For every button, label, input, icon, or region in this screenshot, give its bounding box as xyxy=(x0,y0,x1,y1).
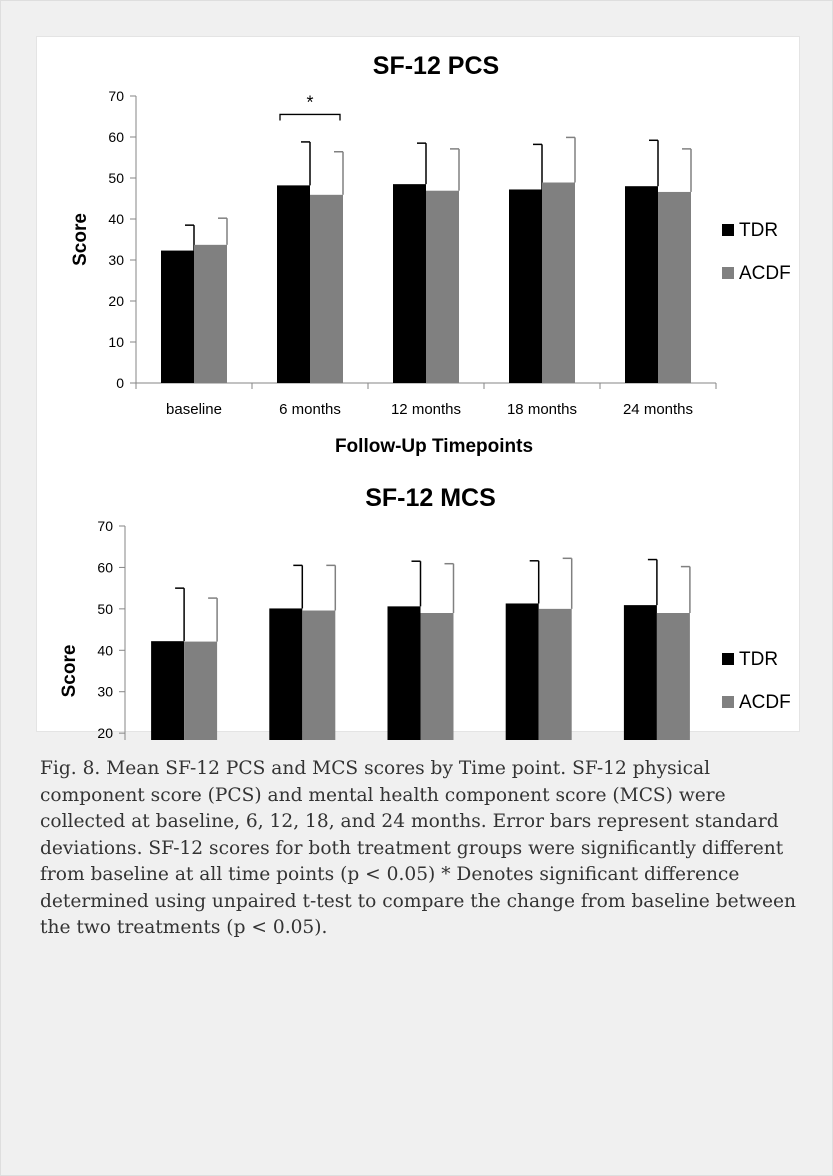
chart-title: SF-12 MCS xyxy=(365,484,496,512)
legend-swatch-tdr xyxy=(722,653,734,665)
bar-acdf xyxy=(538,608,572,740)
y-tick-label: 50 xyxy=(108,170,124,186)
bar-tdr xyxy=(623,605,657,740)
y-tick-label: 0 xyxy=(116,375,124,391)
bar-acdf xyxy=(302,610,336,740)
y-tick-label: 30 xyxy=(97,684,113,700)
legend-label-tdr: TDR xyxy=(739,649,778,670)
legend-label-acdf: ACDF xyxy=(739,692,791,713)
chart-title: SF-12 PCS xyxy=(373,52,499,80)
legend-swatch-acdf xyxy=(722,696,734,708)
y-tick-label: 60 xyxy=(108,129,124,145)
bar-tdr xyxy=(509,189,542,383)
bar-acdf xyxy=(658,191,691,383)
chart-1: SF-12 PCS 0 10 20 30 40 50 60 70 baseline 6 months… xyxy=(70,52,791,457)
y-tick-label: 70 xyxy=(97,518,113,534)
y-tick-label: 70 xyxy=(108,88,124,104)
x-tick-label: 18 months xyxy=(507,401,577,418)
chart-2: SF-12 MCS010203040506070baseline6 months… xyxy=(59,484,791,740)
y-tick-label: 30 xyxy=(108,252,124,268)
figure-caption: Fig. 8. Mean SF-12 PCS and MCS scores by… xyxy=(40,758,796,938)
bar-acdf xyxy=(426,190,459,383)
legend-label-tdr: TDR xyxy=(739,220,778,241)
x-axis-title: Follow-Up Timepoints xyxy=(335,436,533,457)
legend-swatch-tdr xyxy=(722,224,734,236)
bar-acdf xyxy=(184,641,218,740)
y-axis-title: Score xyxy=(70,213,91,266)
y-tick-label: 20 xyxy=(97,725,113,740)
bar-tdr xyxy=(277,185,310,383)
significance-bracket xyxy=(279,113,341,121)
y-tick-label: 40 xyxy=(108,211,124,227)
bar-tdr xyxy=(387,606,421,740)
bar-tdr xyxy=(625,186,658,383)
bar-acdf xyxy=(310,194,343,383)
bar-tdr xyxy=(393,184,426,383)
x-tick-label: 12 months xyxy=(391,401,461,418)
y-tick-label: 20 xyxy=(108,293,124,309)
bar-tdr xyxy=(161,250,194,383)
x-tick-label: baseline xyxy=(166,401,222,418)
bar-acdf xyxy=(542,182,575,383)
legend-label-acdf: ACDF xyxy=(739,263,791,284)
y-tick-label: 50 xyxy=(97,601,113,617)
bar-tdr xyxy=(505,603,539,740)
bar-acdf xyxy=(420,613,454,740)
x-tick-label: 6 months xyxy=(279,401,341,418)
significance-mark: * xyxy=(306,92,313,112)
y-tick-label: 40 xyxy=(97,642,113,658)
y-tick-label: 60 xyxy=(97,559,113,575)
x-tick-label: 24 months xyxy=(623,401,693,418)
bar-tdr xyxy=(151,641,185,740)
bar-acdf xyxy=(656,613,690,740)
y-axis-title: Score xyxy=(59,645,80,698)
bar-tdr xyxy=(269,608,303,740)
y-tick-label: 10 xyxy=(108,334,124,350)
charts-svg: SF-12 PCS 0 10 20 30 40 50 60 70 baseline 6 months… xyxy=(59,52,791,740)
bar-acdf xyxy=(194,244,227,383)
legend-swatch-acdf xyxy=(722,267,734,279)
